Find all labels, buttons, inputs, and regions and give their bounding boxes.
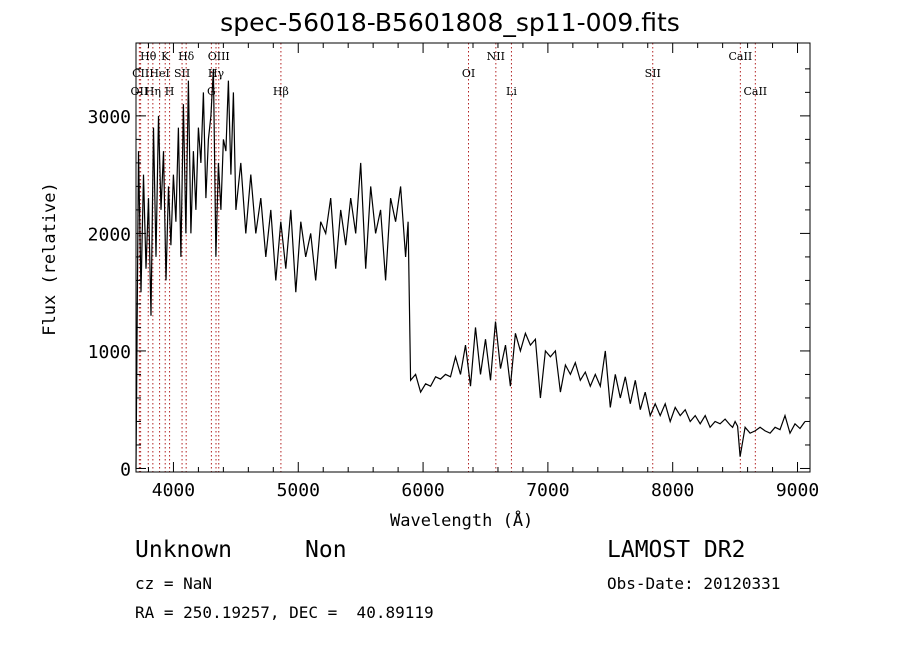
- line-marker-label: Li: [506, 85, 517, 98]
- ra-dec-coordinates: RA = 250.19257, DEC = 40.89119: [135, 603, 434, 622]
- line-marker-label: H: [165, 85, 175, 98]
- line-marker-label: OII: [131, 85, 149, 98]
- plot-frame: [135, 42, 811, 473]
- line-marker-label: SII: [645, 67, 661, 80]
- line-marker-label: NII: [487, 50, 505, 63]
- x-tick-label: 5000: [277, 480, 320, 501]
- x-tick-label: 6000: [401, 480, 444, 501]
- x-tick-label: 7000: [526, 480, 569, 501]
- y-axis-label: Flux (relative): [40, 182, 60, 336]
- chart-title: spec-56018-B5601808_sp11-009.fits: [220, 8, 680, 37]
- x-tick-label: 4000: [152, 480, 195, 501]
- redshift-value: cz = NaN: [135, 574, 213, 593]
- survey-name: LAMOST DR2: [607, 537, 746, 563]
- line-marker-label: Hδ: [178, 50, 195, 63]
- y-tick-label: 3000: [88, 107, 131, 128]
- line-marker-label: CaII: [743, 85, 767, 98]
- y-tick-label: 0: [120, 459, 131, 480]
- line-marker-label: HeI: [149, 67, 169, 80]
- axis-tick-labels: 4000 5000 6000 7000 8000 9000 0 1000 2000 3000: [88, 107, 820, 501]
- x-tick-label: 8000: [651, 480, 694, 501]
- x-tick-label: 9000: [776, 480, 819, 501]
- line-marker-label: K: [161, 50, 170, 63]
- object-name: Unknown: [135, 537, 232, 563]
- y-tick-label: 1000: [88, 342, 131, 363]
- object-class: Non: [305, 537, 347, 563]
- line-marker-label: OI: [462, 67, 475, 80]
- line-marker-label: G: [207, 85, 216, 98]
- x-axis-label: Wavelength (Å): [390, 511, 534, 531]
- line-marker-label: SII: [174, 67, 190, 80]
- axis-ticks: [136, 43, 810, 472]
- line-marker-layer: [138, 43, 756, 472]
- line-marker-label: Hη: [145, 85, 161, 98]
- line-marker-label: CaII: [729, 50, 753, 63]
- line-marker-label: Hγ: [208, 67, 225, 80]
- line-marker-label: Hβ: [273, 85, 289, 98]
- spectrum-line: [135, 68, 806, 469]
- line-marker-label: OIII: [208, 50, 230, 63]
- line-marker-label: Hθ: [140, 50, 157, 63]
- observation-date: Obs-Date: 20120331: [607, 574, 781, 593]
- y-tick-label: 2000: [88, 224, 131, 245]
